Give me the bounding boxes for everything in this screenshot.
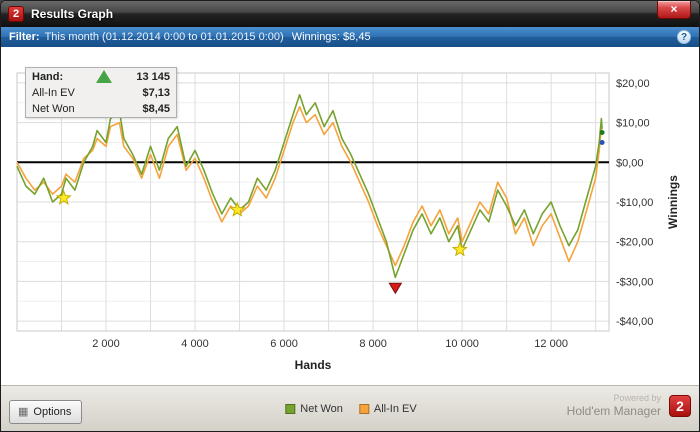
filter-bar: Filter: This month (01.12.2014 0:00 to 01…: [1, 27, 699, 47]
y-tick-label: -$20,00: [616, 237, 653, 249]
net-won-value: $8,45: [142, 103, 170, 115]
series-net-won: [16, 93, 603, 279]
y-tick-label: -$30,00: [616, 276, 653, 288]
up-arrow-icon: [96, 70, 112, 83]
filter-value[interactable]: This month (01.12.2014 0:00 to 01.01.201…: [44, 31, 284, 43]
net-won-swatch: [285, 404, 296, 414]
hand-value: 13 145: [136, 70, 170, 83]
powered-by-label: Powered by: [613, 393, 661, 403]
options-button[interactable]: ▦ Options: [9, 400, 83, 424]
bottom-bar: ▦ Options Net Won All-In EV Powered by H…: [1, 385, 699, 431]
options-button-label: Options: [33, 406, 72, 418]
hover-info-box: Hand: 13 145 All-In EV $7,13 Net Won $8,…: [25, 67, 177, 118]
x-tick-label: 6 000: [270, 338, 298, 350]
brand-logo-icon: 2: [669, 395, 691, 418]
y-tick-label: $0,00: [616, 157, 644, 169]
end-dot: [599, 139, 605, 145]
series-all-in-ev: [16, 105, 603, 267]
x-tick-label: 12 000: [534, 338, 568, 350]
powered-by-text: Powered by Hold'em Manager: [567, 393, 661, 419]
window-title: Results Graph: [31, 7, 114, 21]
winnings-summary: Winnings: $8,45: [291, 31, 371, 43]
hand-label: Hand:: [32, 70, 64, 83]
help-icon[interactable]: ?: [677, 30, 691, 44]
min-marker-icon: [388, 282, 403, 295]
star-marker: [55, 189, 72, 205]
chart-legend: Net Won All-In EV: [285, 403, 417, 415]
legend-item-allin-ev: All-In EV: [358, 403, 417, 415]
x-tick-label: 10 000: [445, 338, 479, 350]
x-tick-label: 4 000: [181, 338, 209, 350]
info-row-hand: Hand: 13 145: [26, 68, 176, 85]
brand-name: Hold'em Manager: [566, 404, 661, 419]
legend-allin-ev-label: All-In EV: [373, 403, 417, 415]
titlebar[interactable]: 2 Results Graph ×: [1, 1, 699, 27]
y-tick-label: -$40,00: [616, 316, 653, 328]
info-row-allin-ev: All-In EV $7,13: [26, 85, 176, 101]
close-button[interactable]: ×: [657, 1, 691, 19]
legend-net-won-label: Net Won: [300, 403, 343, 415]
allin-ev-label: All-In EV: [32, 87, 75, 99]
x-tick-label: 8 000: [359, 338, 387, 350]
powered-by-block: Powered by Hold'em Manager 2: [567, 393, 691, 419]
y-tick-label: $10,00: [616, 118, 650, 130]
x-tick-label: 2 000: [92, 338, 120, 350]
y-tick-label: $20,00: [616, 78, 650, 90]
y-tick-label: -$10,00: [616, 197, 653, 209]
y-axis-title: Winnings: [666, 175, 680, 229]
legend-item-net-won: Net Won: [285, 403, 343, 415]
end-dot: [599, 130, 605, 136]
x-axis-title: Hands: [295, 358, 332, 372]
info-row-net-won: Net Won $8,45: [26, 101, 176, 117]
plot-border: [16, 72, 610, 332]
net-won-label: Net Won: [32, 103, 75, 115]
options-grid-icon: ▦: [18, 405, 29, 418]
star-marker: [451, 241, 468, 257]
chart-panel: 2 000 4 000 6 000 8 000 10 000 12 000 $20,00 $1…: [1, 47, 699, 387]
allin-ev-value: $7,13: [142, 87, 170, 99]
filter-label: Filter:: [9, 31, 40, 43]
star-marker: [229, 201, 246, 217]
allin-ev-swatch: [358, 404, 369, 414]
app-logo-icon: 2: [8, 6, 24, 22]
